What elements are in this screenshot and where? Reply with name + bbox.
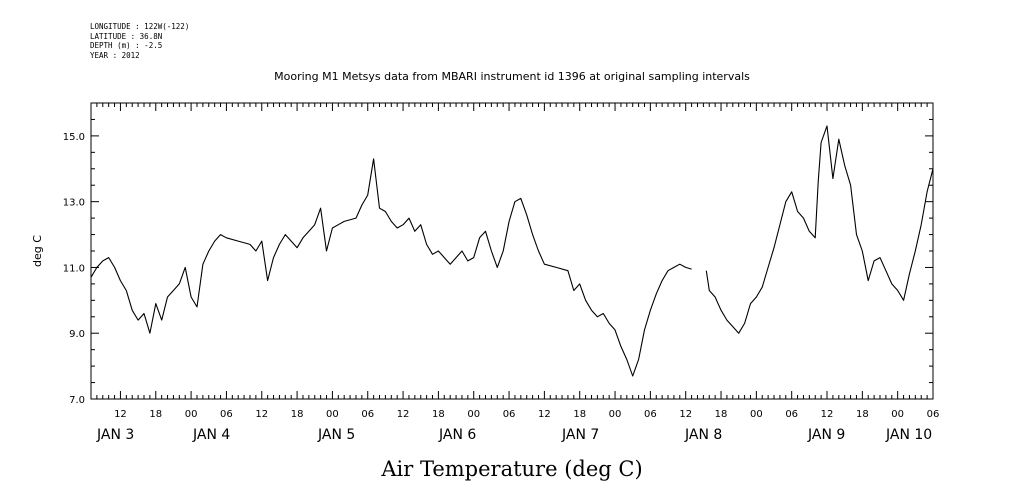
x-tick-label: 18 <box>573 409 586 420</box>
x-tick-label: 06 <box>785 409 798 420</box>
x-axis-label: Air Temperature (deg C) <box>380 457 642 481</box>
day-label: JAN 10 <box>885 427 932 443</box>
metadata-block: LONGITUDE : 122W(-122) LATITUDE : 36.8N … <box>90 22 189 60</box>
x-tick-label: 12 <box>255 409 268 420</box>
temperature-series <box>90 125 934 377</box>
axis-ticks <box>90 102 934 400</box>
x-tick-label: 00 <box>185 409 198 420</box>
latitude-text: LATITUDE : 36.8N <box>90 31 163 41</box>
plot-frame <box>90 102 934 400</box>
x-tick-label: 06 <box>927 409 940 420</box>
x-tick-label: 18 <box>856 409 869 420</box>
x-tick-label: 00 <box>326 409 339 420</box>
depth-text: DEPTH (m) : -2.5 <box>90 41 163 50</box>
series-line <box>90 158 692 377</box>
day-label: JAN 4 <box>192 427 230 443</box>
y-tick-label: 7.0 <box>69 395 85 406</box>
x-tick-label: 18 <box>149 409 162 420</box>
day-label: JAN 9 <box>807 427 845 443</box>
day-label: JAN 7 <box>561 427 599 443</box>
x-tick-label: 06 <box>361 409 374 420</box>
longitude-text: LONGITUDE : 122W(-122) <box>90 22 190 31</box>
x-tick-label: 00 <box>750 409 763 420</box>
x-tick-label: 00 <box>609 409 622 420</box>
day-labels: JAN 3 JAN 4 JAN 5 JAN 6 JAN 7 JAN 8 JAN 9 JAN 1… <box>96 427 932 443</box>
day-label: JAN 5 <box>317 427 355 443</box>
x-tick-label: 18 <box>291 409 304 420</box>
day-label: JAN 6 <box>438 427 476 443</box>
x-tick-label: 12 <box>114 409 127 420</box>
y-tick-label: 15.0 <box>63 132 85 143</box>
x-tick-label: 06 <box>503 409 516 420</box>
x-tick-labels: 12 18 00 06 12 18 00 06 12 18 00 06 12 18 00 06 12 18 00 06… <box>114 409 939 420</box>
year-text: YEAR : 2012 <box>90 50 140 60</box>
y-tick-labels: 7.0 9.0 11.0 13.0 15.0 <box>63 132 85 406</box>
x-tick-label: 00 <box>891 409 904 420</box>
x-tick-label: 12 <box>538 409 551 420</box>
day-label: JAN 3 <box>96 427 134 443</box>
day-label: JAN 8 <box>684 427 722 443</box>
chart-title: Mooring M1 Metsys data from MBARI instru… <box>274 70 750 83</box>
x-tick-label: 18 <box>715 409 728 420</box>
x-tick-label: 18 <box>432 409 445 420</box>
x-tick-label: 12 <box>679 409 692 420</box>
series-line <box>705 125 934 334</box>
y-tick-label: 9.0 <box>69 329 85 340</box>
x-tick-label: 12 <box>397 409 410 420</box>
x-tick-label: 06 <box>644 409 657 420</box>
x-tick-label: 06 <box>220 409 233 420</box>
x-tick-label: 12 <box>821 409 834 420</box>
y-tick-label: 11.0 <box>63 263 85 274</box>
y-tick-label: 13.0 <box>63 198 85 209</box>
x-tick-label: 00 <box>467 409 480 420</box>
y-axis-label: deg C <box>31 235 44 267</box>
